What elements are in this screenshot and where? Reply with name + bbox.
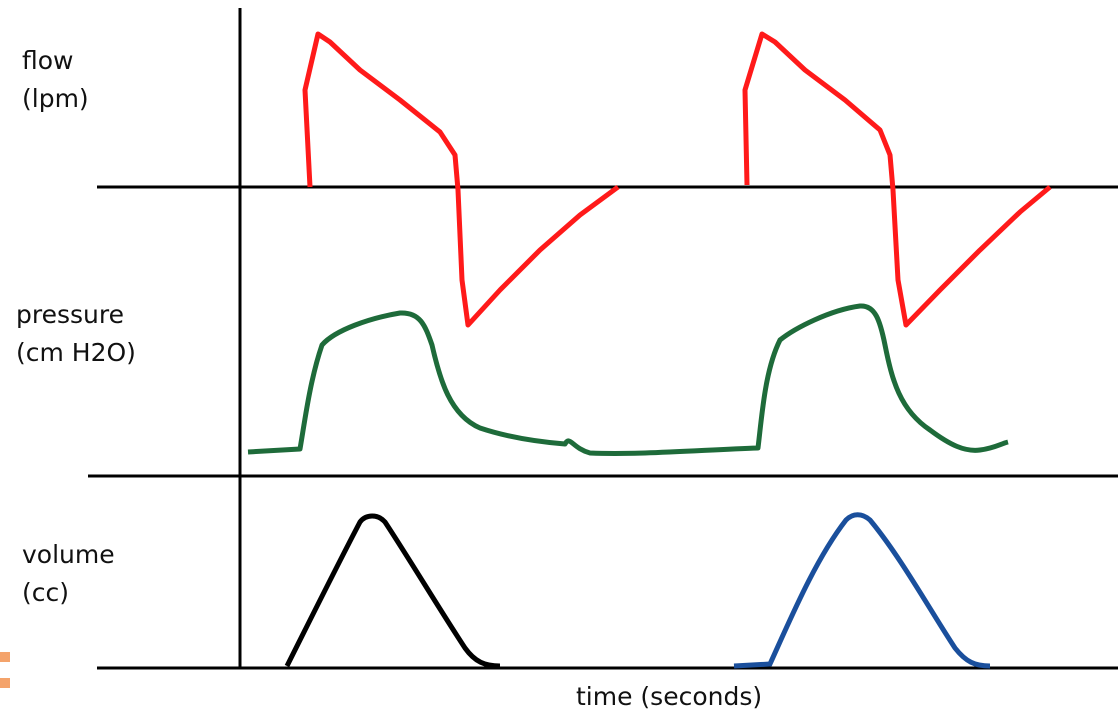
- flow-label-line1: flow: [22, 46, 74, 75]
- volume-axis-label: volume (cc): [22, 536, 115, 612]
- volume-waveform-breath-1: [284, 513, 501, 669]
- pressure-waveform: [247, 303, 1009, 456]
- time-axis-label: time (seconds): [576, 682, 763, 711]
- volume-label-line1: volume: [22, 540, 115, 569]
- pressure-label-line1: pressure: [16, 300, 124, 329]
- bullet-square-icon: [0, 678, 10, 688]
- pressure-axis-label: pressure (cm H2O): [16, 296, 136, 372]
- volume-waveform-breath-2: [733, 512, 991, 669]
- flow-waveform-breath-1: [302, 31, 620, 328]
- volume-label-line2: (cc): [22, 578, 69, 607]
- pressure-label-line2: (cm H2O): [16, 338, 136, 367]
- flow-label-line2: (lpm): [22, 84, 89, 113]
- flow-waveform-breath-2: [742, 31, 1052, 328]
- flow-axis-label: flow (lpm): [22, 42, 89, 118]
- bullet-square-icon: [0, 652, 10, 662]
